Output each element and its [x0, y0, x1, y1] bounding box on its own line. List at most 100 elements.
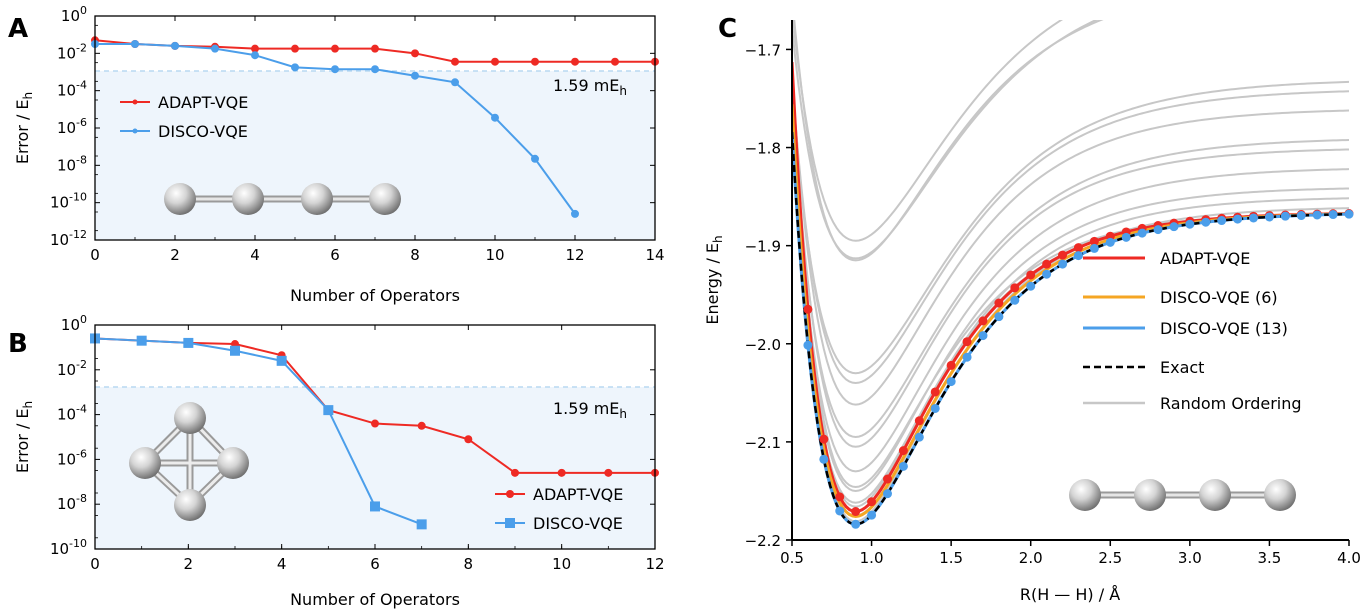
- panel-c-point: [882, 474, 892, 484]
- panel-b-y-tick-label: 10-10: [50, 537, 87, 558]
- panel-b-x-tick-label: 8: [464, 555, 474, 573]
- panel-c-point: [803, 340, 813, 350]
- panel-b-ylabel: Error / Eh: [13, 401, 35, 473]
- panel-c-point: [1042, 269, 1052, 279]
- panel-a-x-tick-label: 14: [645, 246, 664, 264]
- panel-c-point: [1328, 210, 1338, 220]
- panel-a-point: [371, 65, 379, 74]
- panel-a-legend-adapt-label: ADAPT-VQE: [158, 93, 248, 112]
- panel-c-point: [978, 331, 988, 341]
- panel-c-y-tick-label: −1.8: [745, 140, 781, 158]
- panel-c-point: [898, 461, 908, 471]
- panel-c-point: [1010, 295, 1020, 305]
- panel-b-y-tick-label: 10-6: [57, 447, 87, 468]
- sphere-icon: [174, 402, 206, 434]
- panel-c-x-tick-label: 3.5: [1257, 549, 1281, 567]
- panel-a-point: [411, 71, 419, 80]
- panel-c-point: [1249, 213, 1259, 223]
- panel-a-point: [451, 57, 459, 66]
- panel-c-point: [994, 312, 1004, 322]
- panel-c-series-line: [792, 62, 1349, 514]
- panel-a-point: [251, 51, 259, 60]
- panel-b-y-tick-label: 100: [61, 313, 87, 334]
- panel-b-x-tick-label: 6: [370, 555, 380, 573]
- panel-b-legend-adapt-label: ADAPT-VQE: [533, 485, 623, 504]
- panel-c-point: [867, 510, 877, 520]
- panel-a-ylabel: Error / Eh: [13, 92, 35, 164]
- panel-b-point: [416, 519, 427, 530]
- panel-letter-c: C: [718, 14, 737, 44]
- panel-c-point: [851, 519, 861, 529]
- panel-b: 0 2 4 6 8 10 12 100 10-2 10-4 10-6 10-8 10-10 1.59 m…: [13, 313, 665, 609]
- panel-c-random-ordering-line: [792, 114, 1349, 517]
- panel-c-y-tick-label: −1.7: [745, 41, 781, 59]
- panel-c-legend-disco13-label: DISCO-VQE (13): [1160, 319, 1288, 338]
- panel-a-y-tick-label: 10-10: [50, 191, 87, 212]
- sphere-icon: [1069, 479, 1101, 511]
- panel-a-xlabel: Number of Operators: [290, 286, 460, 305]
- panel-c-legend-exact-label: Exact: [1160, 358, 1204, 377]
- panel-a-point: [571, 57, 579, 66]
- panel-a-point: [251, 44, 259, 53]
- panel-b-point: [183, 337, 194, 348]
- sphere-icon: [232, 183, 264, 215]
- panel-a-point: [371, 44, 379, 53]
- panel-c-point: [803, 304, 813, 314]
- panel-c-point: [994, 298, 1004, 308]
- panel-a-point: [331, 65, 339, 74]
- panel-b-point: [136, 335, 147, 346]
- panel-b-x-tick-label: 2: [184, 555, 194, 573]
- panel-c-point: [914, 432, 924, 442]
- panel-c-random-ordering-line: [792, 96, 1349, 492]
- panel-c-x-tick-label: 0.5: [780, 549, 804, 567]
- panel-b-legend-adapt-marker: [506, 490, 514, 498]
- panel-c-y-tick-label: −2.1: [745, 434, 781, 452]
- panel-a-x-tick-label: 2: [170, 246, 180, 264]
- panel-a-point: [531, 57, 539, 66]
- panel-c-point: [1296, 211, 1306, 221]
- panel-letter-a: A: [8, 14, 28, 44]
- panel-c-x-tick-label: 2.5: [1098, 549, 1122, 567]
- panel-a-molecule-linear: [164, 183, 401, 215]
- panel-c-point: [1264, 212, 1274, 222]
- panel-a-y-tick-label: 10-4: [57, 79, 87, 100]
- panel-c-point: [962, 352, 972, 362]
- panel-c-legend-adapt-label: ADAPT-VQE: [1160, 249, 1250, 268]
- panel-a-y-tick-label: 10-2: [57, 41, 87, 62]
- panel-b-x-tick-label: 10: [552, 555, 571, 573]
- sphere-icon: [174, 489, 206, 521]
- panel-c-y-tick-label: −2.2: [745, 532, 781, 550]
- panel-a-point: [531, 154, 539, 163]
- panel-c-point: [1073, 251, 1083, 261]
- panel-b-legend-disco-marker: [505, 518, 515, 528]
- panel-c-random-ordering-line: [792, 87, 1349, 448]
- panel-b-xlabel: Number of Operators: [290, 590, 460, 609]
- sphere-icon: [301, 183, 333, 215]
- sphere-icon: [129, 447, 161, 479]
- panel-c-y-tick-label: −2.0: [745, 336, 781, 354]
- panel-a-point: [291, 44, 299, 53]
- panel-c-point: [835, 506, 845, 516]
- panel-c-legend-random-label: Random Ordering: [1160, 394, 1302, 413]
- panel-a: 0 2 4 6 8 10 12 14 100 10-2 10-4 10-6 10-8 10-10 10-12…: [13, 4, 665, 305]
- panel-c-point: [1010, 283, 1020, 293]
- panel-c-series-line: [792, 131, 1349, 526]
- panel-c-random-ordering-line: [792, 20, 1064, 242]
- panel-c-molecule-linear: [1069, 479, 1296, 511]
- panel-c-point: [914, 416, 924, 426]
- panel-b-x-tick-label: 12: [645, 555, 664, 573]
- panel-a-point: [491, 113, 499, 122]
- panel-b-point: [371, 419, 379, 428]
- panel-c-x-tick-label: 1.0: [860, 549, 884, 567]
- panel-c-point: [1344, 209, 1354, 219]
- panel-c-x-tick-label: 2.0: [1019, 549, 1043, 567]
- panel-b-point: [323, 405, 334, 416]
- panel-b-x-tick-label: 4: [277, 555, 287, 573]
- panel-b-point: [370, 501, 380, 512]
- panel-c-point: [835, 492, 845, 502]
- panel-a-y-tick-label: 10-6: [57, 116, 87, 137]
- panel-c-point: [1105, 231, 1115, 241]
- panel-b-series-line: [94, 337, 423, 526]
- panel-a-point: [491, 57, 499, 66]
- panel-c-point: [1042, 259, 1052, 269]
